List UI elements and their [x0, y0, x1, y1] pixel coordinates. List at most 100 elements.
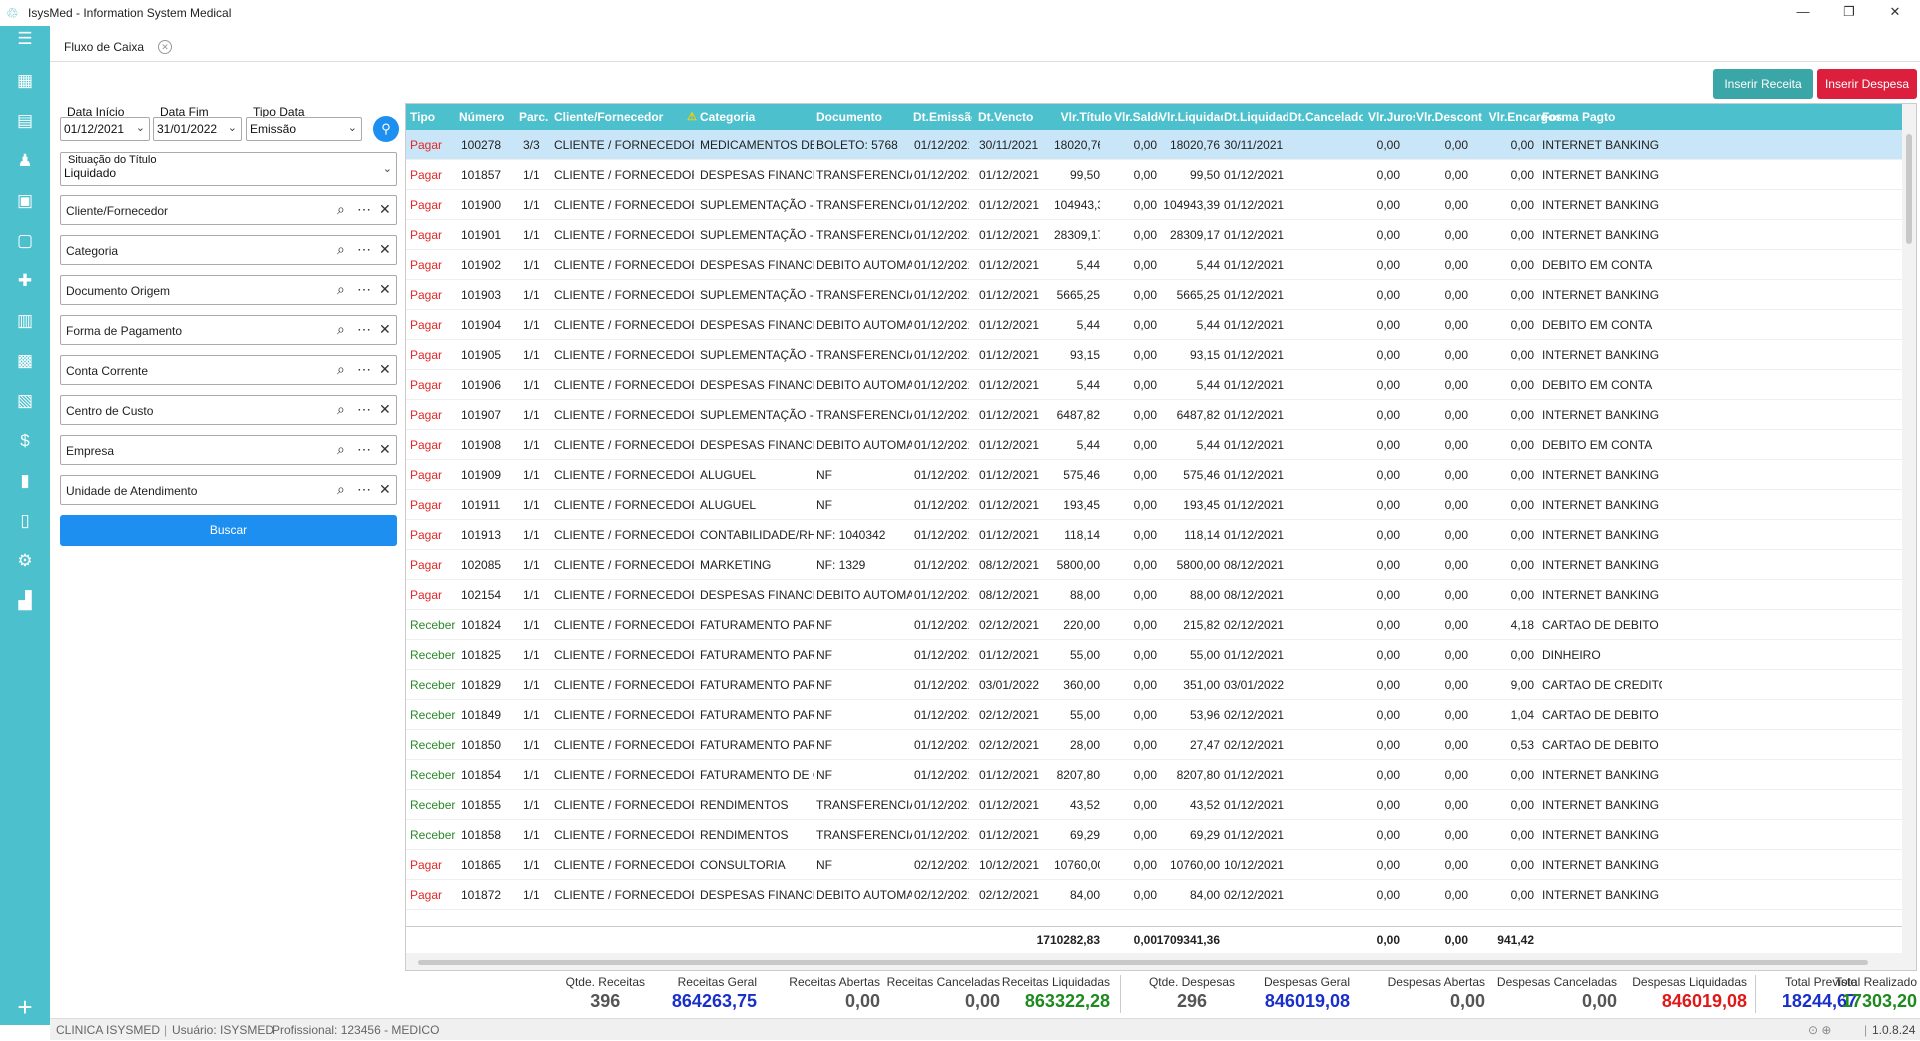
- minimize-button[interactable]: —: [1796, 4, 1810, 19]
- plus-icon[interactable]: +: [17, 992, 33, 1022]
- clear-icon[interactable]: ✕: [379, 441, 391, 457]
- lookup-field-unidade-de-atendimento[interactable]: Unidade de Atendimento ⌕ ⋯ ✕: [60, 475, 397, 505]
- column-header[interactable]: Vlr.Saldo: [1114, 110, 1160, 124]
- scroll-thumb[interactable]: [418, 960, 1868, 965]
- clear-icon[interactable]: ✕: [379, 281, 391, 297]
- table-row[interactable]: Pagar 101901 1/1 CLIENTE / FORNECEDOR SUPLEM…: [406, 220, 1902, 250]
- clipboard-icon[interactable]: ▣: [16, 191, 34, 210]
- table-row[interactable]: Receber 101824 1/1 CLIENTE / FORNECEDOR FATU…: [406, 610, 1902, 640]
- table-row[interactable]: Pagar 101865 1/1 CLIENTE / FORNECEDOR CONSUL…: [406, 850, 1902, 880]
- calculator-icon[interactable]: ▧: [16, 391, 34, 410]
- column-header[interactable]: Vlr.Título: [1060, 110, 1112, 124]
- lookup-field-centro-de-custo[interactable]: Centro de Custo ⌕ ⋯ ✕: [60, 395, 397, 425]
- column-header[interactable]: Número: [459, 110, 505, 124]
- clear-icon[interactable]: ✕: [379, 481, 391, 497]
- table-row[interactable]: Pagar 101904 1/1 CLIENTE / FORNECEDOR DESPES…: [406, 310, 1902, 340]
- table-row[interactable]: Pagar 101903 1/1 CLIENTE / FORNECEDOR SUPLEM…: [406, 280, 1902, 310]
- file-edit-icon[interactable]: ▯: [20, 511, 30, 530]
- table-row[interactable]: Pagar 101902 1/1 CLIENTE / FORNECEDOR DESPES…: [406, 250, 1902, 280]
- column-header[interactable]: Vlr.Desconto: [1416, 110, 1482, 124]
- search-icon[interactable]: ⌕: [337, 201, 345, 217]
- column-header[interactable]: Vlr.Encargos: [1488, 110, 1562, 124]
- more-icon[interactable]: ⋯: [357, 241, 371, 257]
- search-icon[interactable]: ⌕: [337, 481, 345, 497]
- document-icon[interactable]: ▥: [16, 311, 34, 330]
- data-fim-field[interactable]: 31/01/2022 ⌄: [153, 117, 242, 141]
- chart-icon[interactable]: ▟: [18, 591, 32, 610]
- more-icon[interactable]: ⋯: [357, 281, 371, 297]
- table-row[interactable]: Receber 101849 1/1 CLIENTE / FORNECEDOR FATU…: [406, 700, 1902, 730]
- more-icon[interactable]: ⋯: [357, 321, 371, 337]
- tipo-data-select[interactable]: Emissão ⌄: [246, 117, 362, 141]
- tab-fluxo-de-caixa[interactable]: Fluxo de Caixa ✕: [56, 32, 180, 62]
- lookup-field-conta-corrente[interactable]: Conta Corrente ⌕ ⋯ ✕: [60, 355, 397, 385]
- column-header[interactable]: Vlr.Juros: [1368, 110, 1415, 124]
- inserir-receita-button[interactable]: Inserir Receita: [1713, 69, 1813, 99]
- scroll-thumb[interactable]: [1906, 134, 1912, 244]
- column-header[interactable]: Cliente/Fornecedor: [554, 110, 664, 124]
- user-folder-icon[interactable]: ▢: [16, 231, 34, 250]
- table-row[interactable]: Pagar 101857 1/1 CLIENTE / FORNECEDOR DESPES…: [406, 160, 1902, 190]
- column-header[interactable]: Dt.Cancelado: [1289, 110, 1363, 124]
- search-icon[interactable]: ⌕: [337, 281, 345, 297]
- table-row[interactable]: Pagar 101911 1/1 CLIENTE / FORNECEDOR ALUGUE…: [406, 490, 1902, 520]
- column-header[interactable]: Tipo: [410, 110, 436, 124]
- lookup-field-forma-de-pagamento[interactable]: Forma de Pagamento ⌕ ⋯ ✕: [60, 315, 397, 345]
- table-row[interactable]: Pagar 101900 1/1 CLIENTE / FORNECEDOR SUPLEM…: [406, 190, 1902, 220]
- column-header[interactable]: Forma Pagto: [1542, 110, 1616, 124]
- table-row[interactable]: Pagar 101908 1/1 CLIENTE / FORNECEDOR DESPES…: [406, 430, 1902, 460]
- table-row[interactable]: Pagar 102085 1/1 CLIENTE / FORNECEDOR MARKET…: [406, 550, 1902, 580]
- table-row[interactable]: Receber 101855 1/1 CLIENTE / FORNECEDOR REND…: [406, 790, 1902, 820]
- search-icon[interactable]: ⌕: [337, 361, 345, 377]
- calendar-icon[interactable]: ▦: [16, 71, 34, 90]
- table-row[interactable]: Pagar 100278 3/3 CLIENTE / FORNECEDOR MEDICA…: [406, 130, 1902, 160]
- pin-icon[interactable]: ⚲: [373, 116, 399, 142]
- table-row[interactable]: Pagar 102154 1/1 CLIENTE / FORNECEDOR DESPES…: [406, 580, 1902, 610]
- more-icon[interactable]: ⋯: [357, 401, 371, 417]
- clear-icon[interactable]: ✕: [379, 241, 391, 257]
- table-row[interactable]: Receber 101854 1/1 CLIENTE / FORNECEDOR FATU…: [406, 760, 1902, 790]
- column-header[interactable]: Parc.: [519, 110, 549, 124]
- clear-icon[interactable]: ✕: [379, 361, 391, 377]
- column-header[interactable]: Dt.Vencto: [978, 110, 1034, 124]
- table-row[interactable]: Receber 101825 1/1 CLIENTE / FORNECEDOR FATU…: [406, 640, 1902, 670]
- menu-icon[interactable]: ☰: [17, 29, 33, 48]
- table-row[interactable]: Receber 101850 1/1 CLIENTE / FORNECEDOR FATU…: [406, 730, 1902, 760]
- table-row[interactable]: Receber 101829 1/1 CLIENTE / FORNECEDOR FATU…: [406, 670, 1902, 700]
- table-row[interactable]: Pagar 101906 1/1 CLIENTE / FORNECEDOR DESPES…: [406, 370, 1902, 400]
- table-row[interactable]: Pagar 101905 1/1 CLIENTE / FORNECEDOR SUPLEM…: [406, 340, 1902, 370]
- table-row[interactable]: Pagar 101872 1/1 CLIENTE / FORNECEDOR DESPES…: [406, 880, 1902, 910]
- search-icon[interactable]: ⌕: [337, 441, 345, 457]
- grid-icon[interactable]: ▩: [16, 351, 34, 370]
- more-icon[interactable]: ⋯: [357, 441, 371, 457]
- more-icon[interactable]: ⋯: [357, 201, 371, 217]
- book-icon[interactable]: ▮: [20, 471, 30, 490]
- tab-close-icon[interactable]: ✕: [158, 40, 173, 54]
- lookup-field-empresa[interactable]: Empresa ⌕ ⋯ ✕: [60, 435, 397, 465]
- close-button[interactable]: ✕: [1889, 4, 1901, 19]
- search-icon[interactable]: ⌕: [337, 241, 345, 257]
- users-icon[interactable]: ♟: [17, 151, 33, 170]
- more-icon[interactable]: ⋯: [357, 361, 371, 377]
- situacao-select[interactable]: Situação do Título Liquidado ⌄: [60, 152, 397, 186]
- maximize-button[interactable]: ❐: [1843, 4, 1855, 19]
- vertical-scrollbar[interactable]: [1902, 104, 1916, 970]
- column-header[interactable]: Dt.Emissão: [913, 110, 972, 124]
- column-header[interactable]: Dt.Liquidado: [1224, 110, 1288, 124]
- inserir-despesa-button[interactable]: Inserir Despesa: [1817, 69, 1917, 99]
- table-row[interactable]: Receber 101858 1/1 CLIENTE / FORNECEDOR REND…: [406, 820, 1902, 850]
- medical-icon[interactable]: ✚: [17, 271, 33, 290]
- more-icon[interactable]: ⋯: [357, 481, 371, 497]
- search-icon[interactable]: ⌕: [337, 401, 345, 417]
- settings-group-icon[interactable]: ⚙: [17, 551, 33, 570]
- calendar-add-icon[interactable]: ▤: [16, 111, 34, 130]
- buscar-button[interactable]: Buscar: [60, 515, 397, 546]
- column-header[interactable]: Categoria: [700, 110, 756, 124]
- search-icon[interactable]: ⌕: [337, 321, 345, 337]
- data-inicio-field[interactable]: 01/12/2021 ⌄: [60, 117, 150, 141]
- clear-icon[interactable]: ✕: [379, 201, 391, 217]
- money-transfer-icon[interactable]: $: [20, 431, 30, 450]
- table-row[interactable]: Pagar 101907 1/1 CLIENTE / FORNECEDOR SUPLEM…: [406, 400, 1902, 430]
- lookup-field-documento-origem[interactable]: Documento Origem ⌕ ⋯ ✕: [60, 275, 397, 305]
- column-header[interactable]: Vlr.Liquidado: [1159, 110, 1223, 124]
